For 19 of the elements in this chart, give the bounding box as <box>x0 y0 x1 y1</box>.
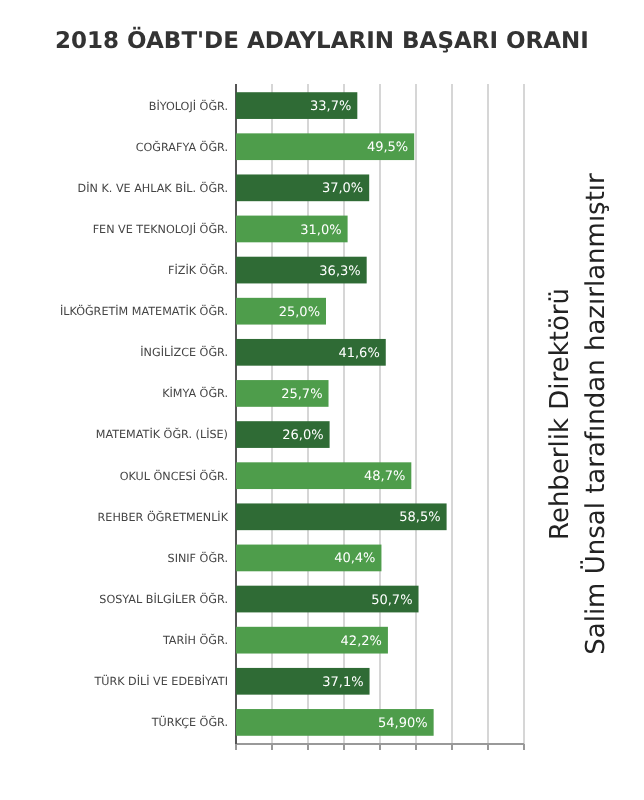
bar <box>236 544 382 572</box>
text: Salim Ünsal tarafından hazırlanmıştır <box>580 171 612 655</box>
bar <box>236 297 326 325</box>
text: Rehberlik Direktörü <box>546 287 576 541</box>
bar <box>236 174 370 202</box>
bar <box>236 421 330 448</box>
bar <box>236 667 370 695</box>
bar <box>236 133 415 161</box>
bar <box>236 626 388 654</box>
bar <box>236 709 434 736</box>
chart-title: 2018 ÖABT'DE ADAYLARIN BAŞARI ORANI <box>55 26 589 54</box>
bar <box>236 92 358 119</box>
bar <box>236 338 386 366</box>
bar <box>236 215 348 243</box>
bar <box>236 462 412 490</box>
bar <box>236 256 367 284</box>
bar <box>236 585 419 613</box>
bar <box>236 380 329 407</box>
bar <box>236 503 447 531</box>
